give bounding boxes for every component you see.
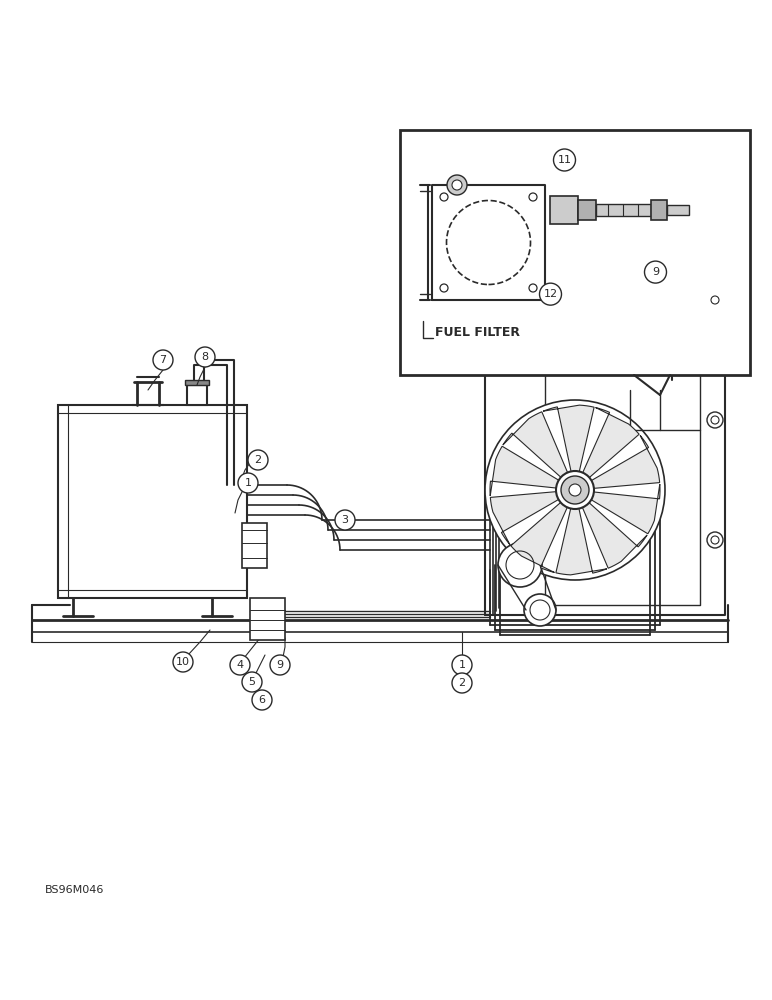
Polygon shape xyxy=(590,435,660,489)
Circle shape xyxy=(252,690,272,710)
Circle shape xyxy=(447,175,467,195)
Text: 1: 1 xyxy=(245,478,252,488)
Text: 6: 6 xyxy=(259,695,266,705)
Text: BS96M046: BS96M046 xyxy=(45,885,104,895)
Bar xyxy=(596,204,651,216)
Circle shape xyxy=(554,149,575,171)
Bar xyxy=(400,130,750,375)
Polygon shape xyxy=(634,375,670,395)
Bar xyxy=(667,205,689,215)
Bar xyxy=(550,196,578,224)
Text: 8: 8 xyxy=(201,352,208,362)
Polygon shape xyxy=(582,408,639,479)
Circle shape xyxy=(452,655,472,675)
Circle shape xyxy=(524,594,556,626)
Circle shape xyxy=(270,655,290,675)
Text: 1: 1 xyxy=(459,660,466,670)
Text: 9: 9 xyxy=(652,267,659,277)
Circle shape xyxy=(556,471,594,509)
Polygon shape xyxy=(503,412,568,479)
Circle shape xyxy=(569,484,581,496)
Bar xyxy=(242,523,267,568)
Polygon shape xyxy=(581,501,647,568)
Polygon shape xyxy=(556,507,607,575)
Text: 2: 2 xyxy=(459,678,466,688)
Circle shape xyxy=(707,292,723,308)
Circle shape xyxy=(248,450,268,470)
Text: 10: 10 xyxy=(176,657,190,667)
Circle shape xyxy=(561,476,589,504)
Circle shape xyxy=(153,350,173,370)
Circle shape xyxy=(452,180,462,190)
Text: 5: 5 xyxy=(249,677,256,687)
Text: 4: 4 xyxy=(236,660,243,670)
Bar xyxy=(187,385,207,405)
Circle shape xyxy=(195,347,215,367)
Text: 7: 7 xyxy=(160,355,167,365)
Bar xyxy=(651,200,667,220)
Polygon shape xyxy=(543,405,594,473)
Circle shape xyxy=(485,400,665,580)
Text: 12: 12 xyxy=(543,289,557,299)
Bar xyxy=(185,380,209,385)
Polygon shape xyxy=(590,484,660,534)
Bar xyxy=(58,405,247,598)
Circle shape xyxy=(335,510,355,530)
Bar xyxy=(578,200,596,220)
Circle shape xyxy=(645,261,666,283)
Circle shape xyxy=(173,652,193,672)
Polygon shape xyxy=(490,491,560,545)
Circle shape xyxy=(452,673,472,693)
Polygon shape xyxy=(490,446,560,496)
Polygon shape xyxy=(511,501,568,572)
Circle shape xyxy=(707,412,723,428)
Bar xyxy=(250,598,285,640)
Circle shape xyxy=(707,532,723,548)
Text: 11: 11 xyxy=(557,155,571,165)
Circle shape xyxy=(498,543,542,587)
Circle shape xyxy=(238,473,258,493)
Text: FUEL FILTER: FUEL FILTER xyxy=(435,326,520,340)
Text: 9: 9 xyxy=(276,660,283,670)
Text: 2: 2 xyxy=(255,455,262,465)
Circle shape xyxy=(230,655,250,675)
Text: 3: 3 xyxy=(341,515,348,525)
Circle shape xyxy=(242,672,262,692)
Circle shape xyxy=(540,283,561,305)
